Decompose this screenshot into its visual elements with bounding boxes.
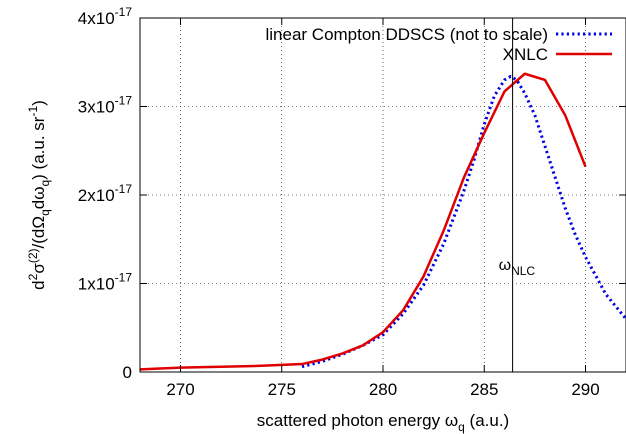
omega-nlc-label: ωNLC (499, 257, 536, 278)
x-tick-label: 290 (571, 380, 599, 399)
y-tick-label: 1x10-17 (78, 271, 133, 294)
series-layer (140, 72, 626, 371)
series-line-0 (301, 74, 626, 369)
x-tick-label: 275 (268, 380, 296, 399)
grid (140, 18, 626, 372)
legend: linear Compton DDSCS (not to scale)XNLC (265, 25, 612, 64)
y-axis-label: d2σ(2)/(dΩqdωq) (a.u. sr-1) (26, 100, 52, 290)
y-tick-label: 2x10-17 (78, 182, 133, 205)
x-axis-label: scattered photon energy ωq (a.u.) (257, 411, 509, 434)
x-axis-ticks: 270 275 280 285 290 (166, 18, 600, 399)
x-tick-label: 270 (166, 380, 194, 399)
x-tick-label: 280 (369, 380, 397, 399)
legend-label-0: linear Compton DDSCS (not to scale) (265, 25, 548, 44)
y-tick-label: 3x10-17 (78, 94, 133, 117)
series-line-1 (140, 72, 587, 371)
y-axis-ticks: 0 1x10-17 2x10-17 3x10-17 4x10-17 (78, 5, 626, 382)
legend-label-1: XNLC (503, 45, 548, 64)
y-tick-label: 4x10-17 (78, 5, 133, 28)
x-tick-label: 285 (470, 380, 498, 399)
y-tick-label: 0 (123, 363, 132, 382)
